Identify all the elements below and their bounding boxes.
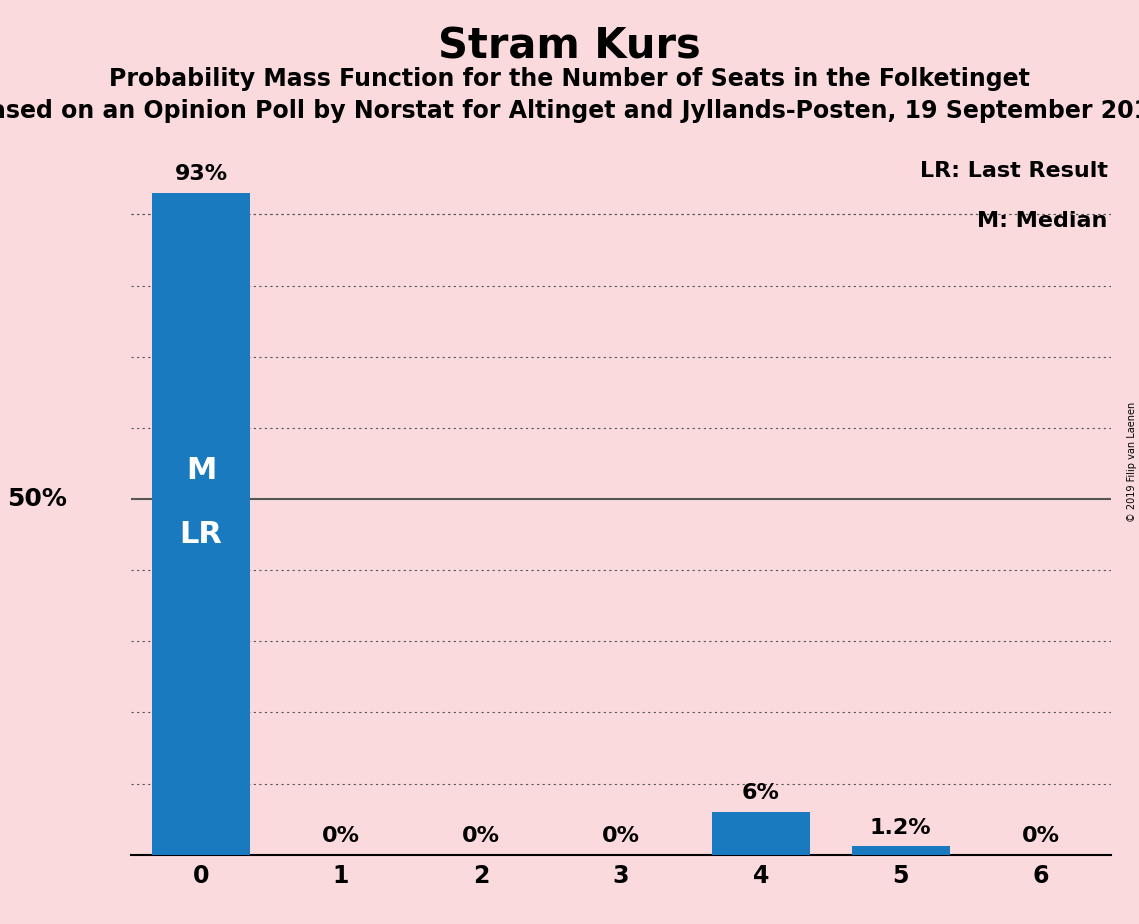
Text: LR: Last Result: LR: Last Result: [919, 161, 1107, 181]
Text: M: Median: M: Median: [977, 211, 1107, 231]
Text: 6%: 6%: [741, 784, 779, 804]
Text: Probability Mass Function for the Number of Seats in the Folketinget: Probability Mass Function for the Number…: [109, 67, 1030, 91]
Text: 93%: 93%: [174, 164, 228, 185]
Text: 1.2%: 1.2%: [870, 818, 932, 838]
Text: LR: LR: [180, 520, 222, 549]
Text: 0%: 0%: [461, 826, 500, 846]
Text: M: M: [186, 456, 216, 485]
Text: 0%: 0%: [601, 826, 640, 846]
Bar: [712, 812, 810, 855]
Text: © 2019 Filip van Laenen: © 2019 Filip van Laenen: [1126, 402, 1137, 522]
Text: 50%: 50%: [8, 487, 67, 511]
Text: Based on an Opinion Poll by Norstat for Altinget and Jyllands-Posten, 19 Septemb: Based on an Opinion Poll by Norstat for …: [0, 99, 1139, 123]
Bar: [151, 193, 249, 855]
Text: 0%: 0%: [322, 826, 360, 846]
Text: Stram Kurs: Stram Kurs: [439, 26, 700, 67]
Bar: [852, 846, 950, 855]
Text: 0%: 0%: [1022, 826, 1059, 846]
